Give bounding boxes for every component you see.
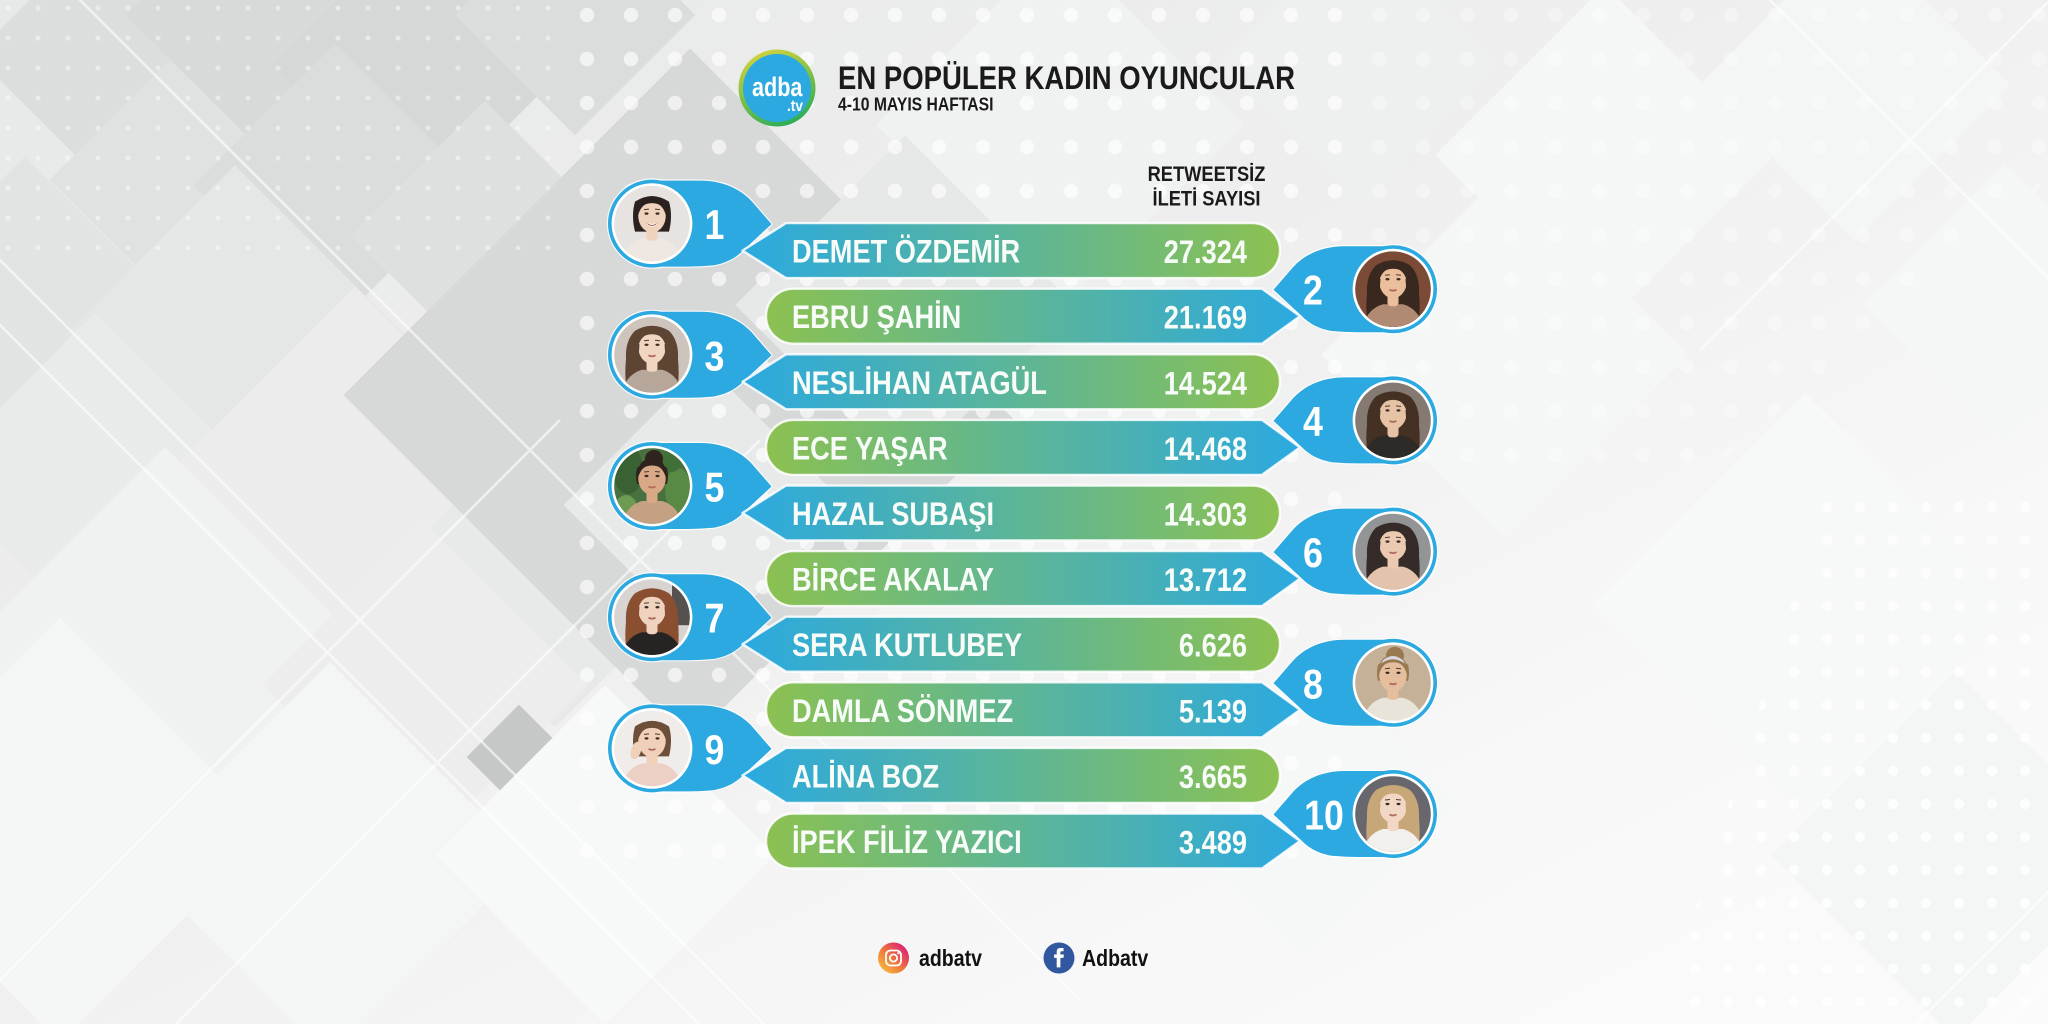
svg-text:BİRCE AKALAY: BİRCE AKALAY [792,562,994,598]
svg-text:.tv: .tv [787,98,803,115]
svg-text:3: 3 [705,332,725,379]
svg-text:7: 7 [705,595,725,642]
svg-text:adbatv: adbatv [919,945,982,971]
svg-text:4-10 MAYIS HAFTASI: 4-10 MAYIS HAFTASI [838,94,994,115]
svg-text:14.468: 14.468 [1164,431,1247,467]
svg-text:6.626: 6.626 [1179,628,1247,664]
svg-text:ECE YAŞAR: ECE YAŞAR [792,430,948,466]
svg-text:SERA KUTLUBEY: SERA KUTLUBEY [792,627,1022,663]
svg-text:9: 9 [705,726,725,773]
svg-text:DEMET ÖZDEMİR: DEMET ÖZDEMİR [792,234,1020,270]
svg-text:HAZAL SUBAŞI: HAZAL SUBAŞI [792,496,994,532]
svg-text:RETWEETSİZ: RETWEETSİZ [1148,162,1266,186]
svg-text:ALİNA BOZ: ALİNA BOZ [792,758,939,794]
svg-text:4: 4 [1303,398,1323,445]
svg-text:5.139: 5.139 [1179,693,1247,729]
svg-text:14.524: 14.524 [1164,365,1247,401]
svg-text:NESLİHAN ATAGÜL: NESLİHAN ATAGÜL [792,365,1047,401]
svg-text:27.324: 27.324 [1164,234,1247,270]
svg-text:3.665: 3.665 [1179,759,1247,795]
svg-text:3.489: 3.489 [1179,825,1247,861]
svg-text:İPEK FİLİZ YAZICI: İPEK FİLİZ YAZICI [792,824,1022,860]
svg-text:EN POPÜLER KADIN OYUNCULAR: EN POPÜLER KADIN OYUNCULAR [838,60,1295,96]
svg-text:21.169: 21.169 [1164,300,1247,336]
svg-text:6: 6 [1303,529,1323,576]
svg-text:adba: adba [752,72,803,102]
svg-text:1: 1 [705,201,725,248]
svg-text:14.303: 14.303 [1164,497,1247,533]
svg-text:8: 8 [1303,660,1323,707]
svg-text:EBRU ŞAHİN: EBRU ŞAHİN [792,299,961,335]
svg-text:5: 5 [705,464,725,511]
svg-text:İLETİ SAYISI: İLETİ SAYISI [1153,187,1261,211]
svg-text:10: 10 [1304,792,1344,839]
svg-text:DAMLA SÖNMEZ: DAMLA SÖNMEZ [792,693,1013,729]
svg-text:2: 2 [1303,267,1323,314]
svg-text:13.712: 13.712 [1164,562,1247,598]
svg-text:Adbatv: Adbatv [1082,945,1148,971]
